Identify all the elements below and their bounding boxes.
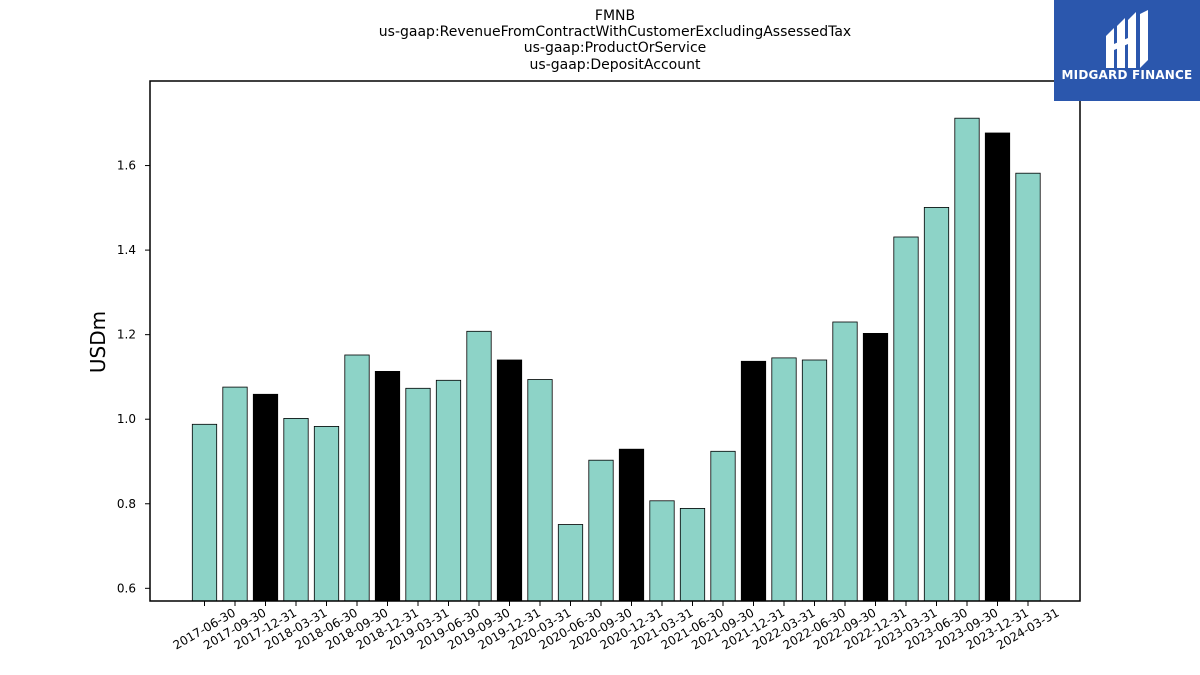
brand-name: MIDGARD FINANCE (1061, 68, 1193, 82)
y-tick-label: 1.6 (117, 159, 136, 173)
bar-2019-06-30 (435, 379, 462, 602)
bar-2018-06-30 (313, 425, 340, 602)
y-tick-label: 0.8 (117, 497, 136, 511)
y-axis-label: USDm (86, 311, 110, 373)
bar-2021-03-31 (649, 500, 675, 602)
bar-2023-09-30 (954, 117, 980, 602)
bar-2018-12-31 (374, 370, 401, 602)
bar-2022-12-31 (862, 332, 889, 602)
chart-title: FMNB us-gaap:RevenueFromContractWithCust… (379, 8, 851, 73)
bar-2021-12-31 (740, 360, 767, 602)
bar-2021-09-30 (710, 450, 736, 602)
bar-2023-06-30 (923, 206, 950, 602)
bars (191, 117, 1041, 602)
y-tick-label: 1.2 (117, 328, 136, 342)
bar-2020-09-30 (588, 459, 614, 602)
bar-2019-03-31 (405, 387, 431, 602)
title-line-2: us-gaap:RevenueFromContractWithCustomerE… (379, 24, 851, 40)
bar-2024-03-31 (1015, 172, 1041, 602)
x-axis-ticks: 2017-06-302017-09-302017-12-312018-03-31… (171, 601, 1062, 652)
logo-mark-icon (1054, 0, 1200, 101)
bar-2020-12-31 (618, 448, 645, 602)
bar-2018-03-31 (283, 417, 309, 602)
bar-2017-12-31 (252, 393, 279, 602)
bar-2023-03-31 (893, 236, 919, 602)
y-tick-label: 1.4 (117, 243, 136, 257)
bar-2018-09-30 (344, 354, 370, 602)
bar-2023-12-31 (984, 132, 1011, 602)
y-tick-label: 1.0 (117, 412, 136, 426)
brand-logo: MIDGARD FINANCE (1054, 0, 1200, 101)
bar-2017-09-30 (222, 386, 248, 602)
y-axis-ticks: 0.6 0.8 1.0 1.2 1.4 1.6 (117, 159, 150, 595)
title-line-1: FMNB (595, 8, 635, 24)
bar-2020-06-30 (557, 524, 584, 602)
bar-2022-09-30 (832, 321, 858, 602)
bar-2019-12-31 (496, 359, 523, 602)
title-line-3: us-gaap:ProductOrService (524, 40, 707, 56)
bar-2020-03-31 (527, 379, 553, 602)
plot-frame (149, 80, 1081, 602)
y-tick-label: 0.6 (117, 581, 136, 595)
bar-2019-09-30 (466, 330, 492, 602)
bar-2021-06-30 (679, 507, 706, 602)
bar-2022-06-30 (801, 359, 828, 602)
bar-2022-03-31 (771, 357, 797, 602)
title-line-4: us-gaap:DepositAccount (530, 57, 701, 73)
bar-2017-06-30 (191, 423, 218, 602)
